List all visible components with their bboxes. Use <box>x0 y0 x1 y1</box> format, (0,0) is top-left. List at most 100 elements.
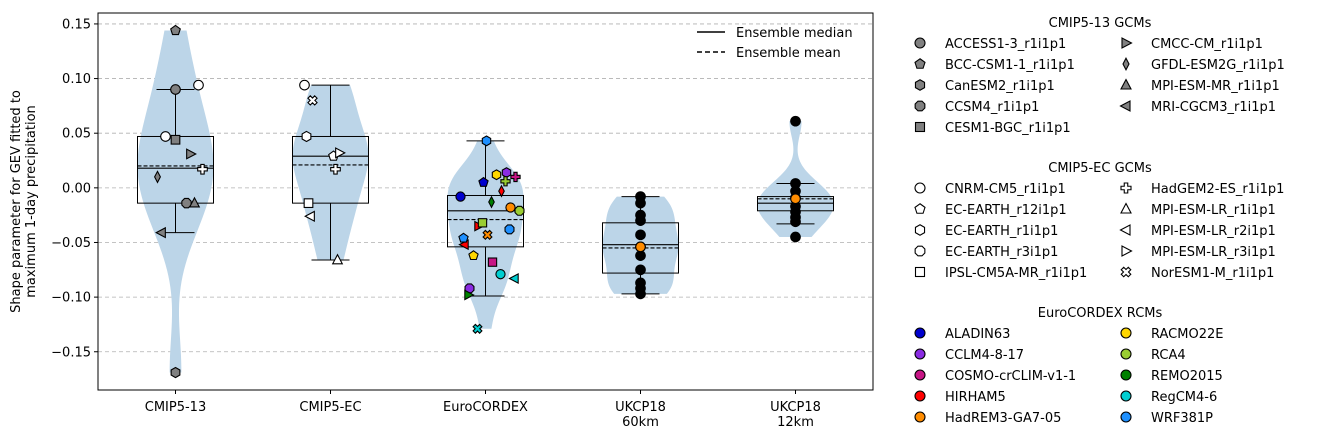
side-legend-marker <box>914 182 926 194</box>
data-point <box>193 79 204 91</box>
side-legend-marker <box>1120 411 1132 423</box>
side-legend-label: COSMO-crCLIM-v1-1 <box>945 369 1076 384</box>
side-legend-title: EuroCORDEX RCMs <box>1038 306 1163 321</box>
side-legend-marker <box>1121 245 1133 257</box>
side-legend-label: MPI-ESM-LR_r1i1p1 <box>1151 203 1276 218</box>
side-legend-marker <box>914 390 926 402</box>
side-legend-label: ALADIN63 <box>945 327 1010 342</box>
side-legend-label: ACCESS1-3_r1i1p1 <box>945 37 1066 52</box>
data-point <box>481 135 492 147</box>
side-legend-marker <box>914 58 926 69</box>
side-legend-label: CCSM4_r1i1p1 <box>945 100 1039 115</box>
side-legend-label: HadGEM2-ES_r1i1p1 <box>1151 182 1284 197</box>
side-legend-marker <box>914 224 926 236</box>
x-axis: CMIP5-13 CMIP5-EC EuroCORDEX UKCP1860kmUKCP… <box>145 390 821 430</box>
data-point <box>335 147 346 159</box>
data-point <box>170 24 181 36</box>
side-legend-label: EC-EARTH_r1i1p1 <box>945 224 1058 239</box>
side-legend-title: CMIP5-EC GCMs <box>1048 161 1152 176</box>
side-legend-marker <box>1121 37 1133 49</box>
data-point <box>301 130 312 143</box>
x-tick-label: UKCP18 <box>615 400 666 415</box>
x-tick-label: UKCP18 <box>770 400 821 415</box>
y-tick-label: 0.00 <box>62 181 91 196</box>
data-point <box>790 231 801 243</box>
x-tick-label: 12km <box>777 415 814 430</box>
data-point <box>468 250 479 261</box>
data-point <box>477 218 488 228</box>
side-legend-marker <box>914 369 926 381</box>
side-legend-label: RCA4 <box>1151 348 1186 363</box>
side-legend-marker <box>1122 57 1130 71</box>
x-tick-label: CMIP5-13 <box>145 400 206 415</box>
side-legend-marker <box>914 411 926 423</box>
box-plots <box>137 84 834 297</box>
data-point <box>464 289 475 301</box>
x-tick-label: EuroCORDEX <box>443 400 528 415</box>
side-legend-label: RACMO22E <box>1151 327 1223 342</box>
y-axis-label: Shape parameter for GEV fitted to maximum… <box>9 90 39 313</box>
side-legend-label: EC-EARTH_r12i1p1 <box>945 203 1067 218</box>
data-point <box>501 167 512 179</box>
side-legend-label: HIRHAM5 <box>945 390 1006 405</box>
data-point <box>331 253 344 265</box>
side-legend-label: MPI-ESM-MR_r1i1p1 <box>1151 79 1280 94</box>
side-legend-label: MPI-ESM-LR_r2i1p1 <box>1151 224 1276 239</box>
data-point <box>299 79 310 91</box>
data-point <box>635 288 646 300</box>
side-legend-marker <box>914 266 926 278</box>
data-point <box>455 191 466 202</box>
data-point <box>508 273 519 285</box>
data-point <box>197 163 208 175</box>
data-point <box>505 202 516 213</box>
inner-legend-label: Ensemble mean <box>736 46 841 61</box>
side-legend-marker <box>1119 224 1131 236</box>
side-legend-label: GFDL-ESM2G_r1i1p1 <box>1151 58 1285 73</box>
data-point <box>495 269 506 280</box>
data-point <box>498 184 505 198</box>
side-legend-label: NorESM1-M_r1i1p1 <box>1151 266 1274 281</box>
x-tick-label: 60km <box>622 415 659 430</box>
box <box>447 194 524 248</box>
side-legend-marker <box>914 79 926 91</box>
side-legend-label: CanESM2_r1i1p1 <box>945 79 1055 94</box>
data-point <box>635 264 646 276</box>
side-legend-marker <box>1119 100 1131 112</box>
data-point <box>160 131 171 142</box>
y-tick-label: −0.05 <box>51 236 91 251</box>
data-point <box>635 241 646 253</box>
data-point <box>307 95 318 106</box>
side-legend-label: WRF381P <box>1151 411 1213 426</box>
data-point <box>790 216 801 228</box>
y-tick-label: 0.15 <box>62 17 91 32</box>
side-legend-marker <box>914 245 926 257</box>
side-legend-marker <box>914 203 926 214</box>
side-legend-label: IPSL-CM5A-MR_r1i1p1 <box>945 266 1087 281</box>
side-legend-marker <box>1120 348 1132 360</box>
y-axis-label-line: maximum 1-day precipitation <box>24 105 39 298</box>
data-point <box>472 323 483 334</box>
data-point <box>500 176 511 187</box>
data-point <box>304 210 315 222</box>
data-point <box>170 84 181 95</box>
data-point <box>635 197 646 209</box>
side-legend-marker <box>1120 327 1132 339</box>
side-legend-marker <box>1120 78 1132 90</box>
side-legend-label: HadREM3-GA7-05 <box>945 411 1061 426</box>
side-legend-marker <box>914 327 926 339</box>
data-point <box>330 163 341 175</box>
violins <box>137 30 834 373</box>
y-axis-label-line: Shape parameter for GEV fitted to <box>9 90 24 313</box>
data-point <box>491 169 502 181</box>
data-point <box>186 148 197 160</box>
side-legend-marker <box>914 100 926 112</box>
inner-legend-label: Ensemble median <box>736 26 853 41</box>
side-legend-marker <box>1120 182 1132 194</box>
violin <box>137 30 214 373</box>
data-point <box>635 215 646 226</box>
side-legend-marker <box>1120 369 1132 381</box>
y-tick-label: 0.10 <box>62 72 91 87</box>
data-point <box>170 134 181 145</box>
side-legend-label: EC-EARTH_r3i1p1 <box>945 245 1058 260</box>
